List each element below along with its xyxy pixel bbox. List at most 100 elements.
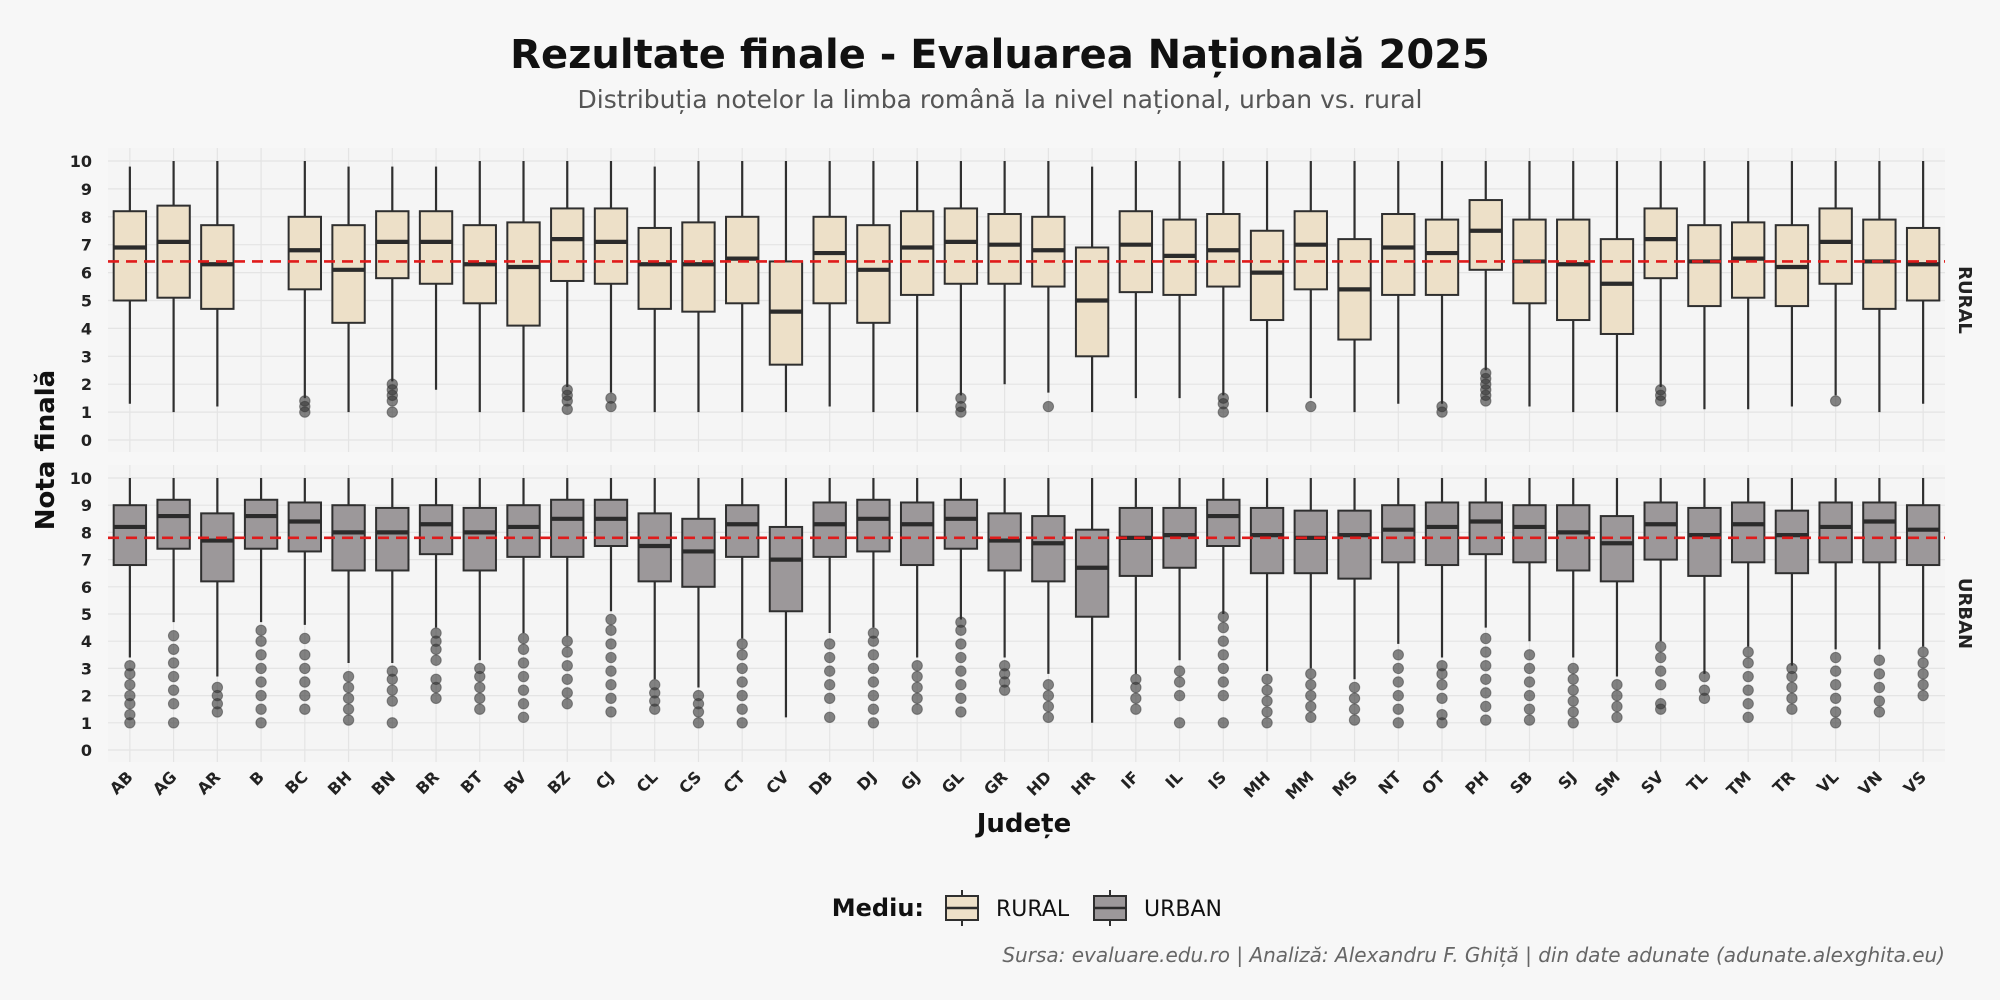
box-urban-bc [287, 478, 323, 715]
outlier-point [255, 635, 267, 647]
box-rural-ar [200, 161, 235, 407]
box-iqr [1249, 506, 1285, 575]
x-tick-label: GL [938, 767, 968, 797]
x-tick-label: HD [1023, 767, 1055, 799]
box-urban-ot [1424, 478, 1460, 729]
outlier-point [1392, 703, 1404, 715]
y-tick-label: 5 [81, 605, 92, 624]
outlier-point [1829, 395, 1842, 407]
x-tick-label: HR [1067, 767, 1099, 799]
outlier-point [1742, 684, 1754, 696]
box-iqr [1643, 207, 1678, 280]
outlier-point [124, 708, 136, 721]
outlier-point [342, 670, 355, 683]
box-iqr [943, 498, 979, 550]
outlier-point [1786, 703, 1798, 715]
x-tick-label: AR [193, 767, 224, 798]
box-urban-nt [1381, 478, 1416, 729]
y-tick-label: 8 [81, 523, 92, 542]
box-rural-bc [287, 161, 323, 418]
legend-entry-rural: RURAL [945, 890, 1070, 926]
y-tick-label: 2 [81, 375, 92, 394]
outlier-point [605, 651, 617, 664]
x-tick-label: BZ [544, 767, 574, 797]
legend-label: RURAL [996, 897, 1070, 922]
box-iqr [506, 504, 541, 558]
outlier-point [1523, 662, 1536, 675]
outlier-point [649, 679, 661, 691]
outlier-point [1480, 700, 1492, 713]
outlier-point [1742, 657, 1754, 669]
box-iqr [987, 213, 1022, 285]
box-urban-gr [987, 478, 1022, 696]
x-tick-label: AG [149, 767, 180, 798]
box-iqr [375, 210, 410, 280]
x-tick-label: TR [1769, 767, 1799, 797]
outlier-point [1523, 689, 1536, 702]
outlier-point [1917, 646, 1929, 658]
y-tick-label: 1 [81, 714, 92, 733]
box-iqr [943, 207, 979, 285]
box-iqr [812, 215, 847, 305]
outlier-point [342, 703, 355, 715]
outlier-point [430, 673, 442, 685]
box-urban-tm [1730, 478, 1766, 724]
outlier-point [1217, 717, 1230, 729]
legend-entries: RURAL URBAN [945, 890, 1222, 926]
outlier-point [167, 630, 180, 642]
box-iqr [725, 504, 760, 558]
box-iqr [1249, 229, 1285, 322]
outlier-point [1873, 654, 1886, 666]
outlier-point [1917, 668, 1929, 680]
box-iqr [1774, 509, 1810, 575]
box-iqr [1074, 528, 1110, 618]
box-iqr [1031, 515, 1066, 583]
outlier-point [867, 703, 880, 715]
box-iqr [287, 215, 323, 291]
box-rural-ag [156, 161, 191, 413]
box-iqr [243, 498, 279, 550]
box-iqr [1818, 207, 1853, 285]
box-iqr [899, 501, 935, 567]
box-rural-mh [1249, 161, 1285, 413]
outlier-point [124, 689, 136, 702]
outlier-point [1217, 621, 1230, 634]
outlier-point [474, 681, 486, 694]
chart-title: Rezultate finale - Evaluarea Națională 2… [510, 32, 1490, 78]
outlier-point [955, 679, 967, 691]
y-tick-label: 0 [81, 431, 92, 450]
outlier-point [1173, 717, 1186, 729]
outlier-point [692, 717, 705, 729]
box-rural-cj [593, 161, 629, 413]
box-urban-ab [112, 478, 148, 729]
box-iqr [1424, 501, 1460, 567]
x-tick-label: GJ [897, 767, 924, 794]
box-urban-db [812, 478, 847, 724]
outlier-point [211, 681, 224, 694]
box-rural-gj [899, 161, 935, 413]
box-iqr [1118, 506, 1154, 577]
outlier-point [605, 706, 617, 718]
box-iqr [112, 210, 148, 302]
x-tick-label: OT [1418, 767, 1449, 798]
box-rural-vs [1905, 161, 1941, 404]
outlier-point [342, 692, 355, 705]
y-axis-title: Nota finală [31, 370, 61, 530]
y-tick-label: 3 [81, 659, 92, 678]
outlier-point [605, 624, 617, 637]
box-iqr [418, 504, 454, 556]
box-urban-sm [1599, 478, 1635, 724]
box-rural-sv [1643, 161, 1678, 407]
outlier-point [1829, 706, 1842, 718]
outlier-point [1829, 665, 1842, 677]
box-urban-tr [1774, 478, 1810, 715]
outlier-point [736, 638, 748, 650]
outlier-point [386, 684, 398, 696]
y-tick-label: 4 [81, 319, 92, 338]
outlier-point [1611, 689, 1623, 702]
box-rural-ct [725, 161, 760, 413]
outlier-point [255, 703, 267, 715]
box-urban-tl [1687, 478, 1722, 705]
chart-subtitle: Distribuția notelor la limba română la n… [578, 85, 1423, 114]
outlier-point [1392, 662, 1404, 675]
